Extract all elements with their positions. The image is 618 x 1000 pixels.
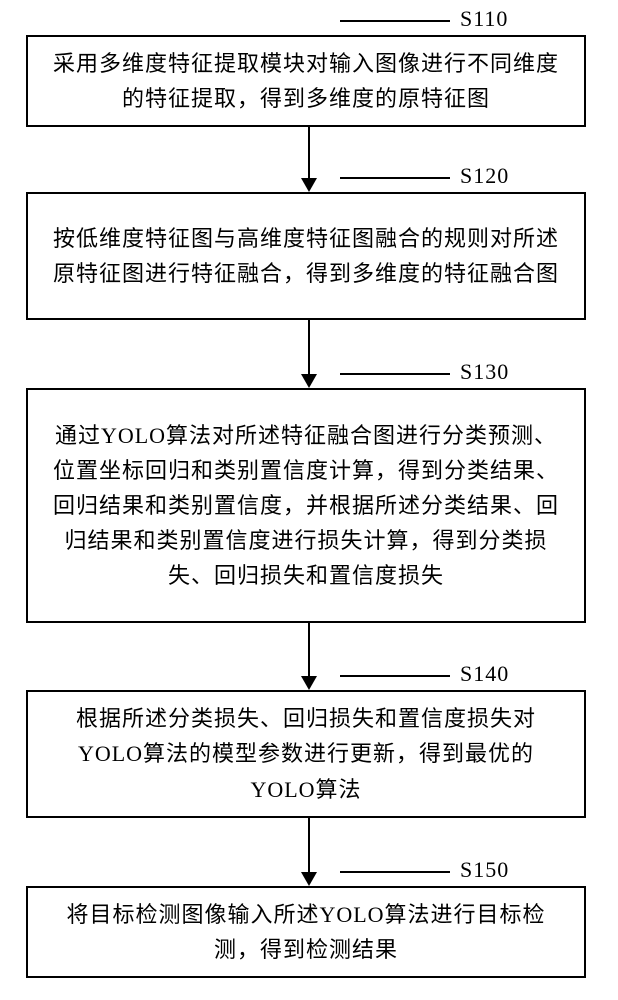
- step-box-s150: 将目标检测图像输入所述YOLO算法进行目标检测，得到检测结果: [26, 886, 586, 978]
- label-line-s140: [340, 675, 450, 677]
- step-label-s140: S140: [460, 661, 509, 687]
- arrow-line-1: [308, 127, 310, 178]
- step-text-s150: 将目标检测图像输入所述YOLO算法进行目标检测，得到检测结果: [48, 897, 564, 967]
- label-line-s120: [340, 177, 450, 179]
- flowchart-container: S110 采用多维度特征提取模块对输入图像进行不同维度的特征提取，得到多维度的原…: [0, 0, 618, 1000]
- arrow-head-1: [301, 178, 317, 192]
- arrow-head-4: [301, 872, 317, 886]
- step-box-s140: 根据所述分类损失、回归损失和置信度损失对YOLO算法的模型参数进行更新，得到最优…: [26, 690, 586, 818]
- arrow-line-2: [308, 320, 310, 374]
- step-text-s110: 采用多维度特征提取模块对输入图像进行不同维度的特征提取，得到多维度的原特征图: [48, 46, 564, 116]
- label-line-s110: [340, 20, 450, 22]
- step-box-s110: 采用多维度特征提取模块对输入图像进行不同维度的特征提取，得到多维度的原特征图: [26, 35, 586, 127]
- step-label-s150: S150: [460, 857, 509, 883]
- arrow-head-2: [301, 374, 317, 388]
- label-line-s150: [340, 871, 450, 873]
- arrow-line-4: [308, 818, 310, 872]
- step-box-s130: 通过YOLO算法对所述特征融合图进行分类预测、位置坐标回归和类别置信度计算，得到…: [26, 388, 586, 623]
- step-text-s120: 按低维度特征图与高维度特征图融合的规则对所述原特征图进行特征融合，得到多维度的特…: [48, 221, 564, 291]
- step-box-s120: 按低维度特征图与高维度特征图融合的规则对所述原特征图进行特征融合，得到多维度的特…: [26, 192, 586, 320]
- arrow-line-3: [308, 623, 310, 676]
- step-label-s130: S130: [460, 359, 509, 385]
- step-label-s110: S110: [460, 6, 508, 32]
- arrow-head-3: [301, 676, 317, 690]
- label-line-s130: [340, 373, 450, 375]
- step-text-s140: 根据所述分类损失、回归损失和置信度损失对YOLO算法的模型参数进行更新，得到最优…: [48, 701, 564, 807]
- step-label-s120: S120: [460, 163, 509, 189]
- step-text-s130: 通过YOLO算法对所述特征融合图进行分类预测、位置坐标回归和类别置信度计算，得到…: [48, 418, 564, 594]
